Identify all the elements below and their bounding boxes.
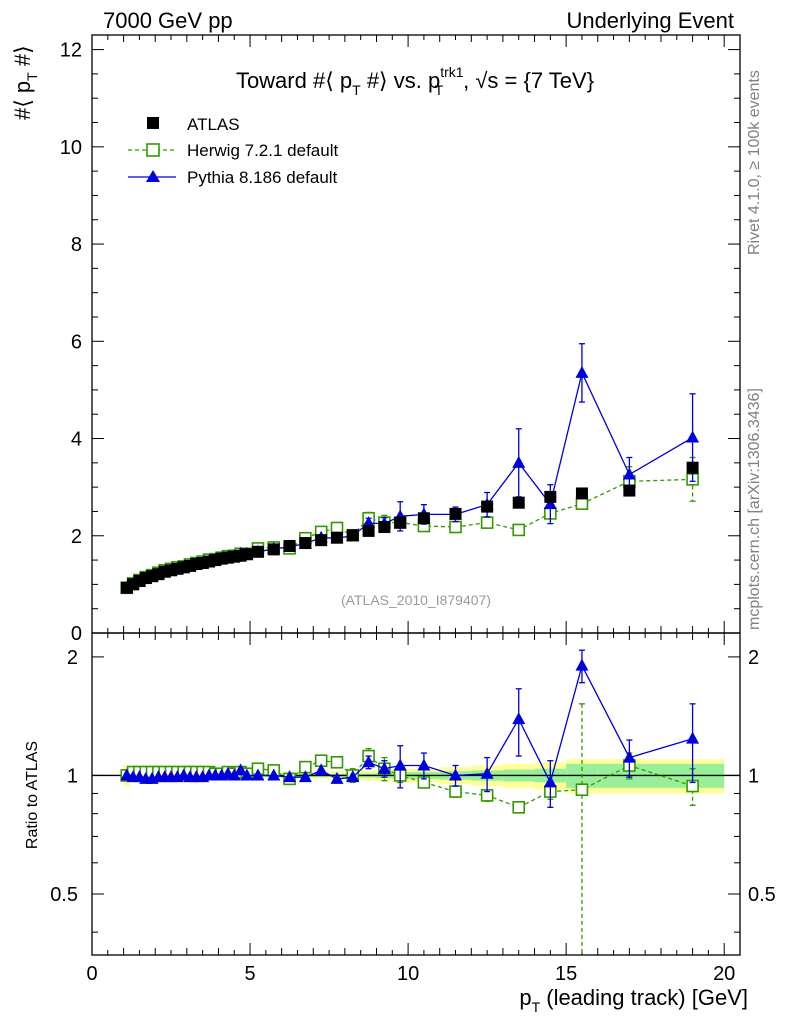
main-atlas-point — [378, 521, 391, 534]
y-tick-label: 6 — [71, 331, 82, 353]
ratio-pythia-point — [267, 768, 281, 781]
y-tick-label: 10 — [60, 137, 82, 159]
legend-marker-herwig — [146, 143, 160, 157]
main-pythia-point — [543, 497, 557, 510]
ratio-y-tick-label-right: 2 — [748, 647, 759, 669]
main-pythia-point — [575, 365, 589, 378]
ratio-pythia-point — [449, 768, 463, 781]
main-atlas-point — [346, 529, 359, 542]
main-atlas-point — [623, 484, 636, 497]
legend-label-herwig: Herwig 7.2.1 default — [187, 141, 338, 160]
main-atlas-point — [417, 512, 430, 525]
ratio-pythia-point — [480, 766, 494, 779]
main-atlas-point — [120, 581, 133, 594]
x-tick-label: 0 — [86, 963, 97, 985]
ratio-pythia-point — [622, 750, 636, 763]
main-atlas-point — [299, 537, 312, 550]
ratio-pythia-point — [330, 771, 344, 784]
ratio-herwig-point — [575, 783, 589, 797]
main-atlas-point — [283, 539, 296, 552]
ratio-y-axis-label: Ratio to ATLAS — [24, 741, 41, 849]
ratio-pythia-point — [298, 770, 312, 783]
ratio-pythia-point — [251, 768, 265, 781]
main-panel: 0 2 4 6 8 10 12 Toward #⟨ pT #⟩ vs. ptrk1 T, √s… — [10, 34, 741, 645]
main-pythia-point — [686, 430, 700, 443]
ratio-pythia-point — [283, 770, 297, 783]
main-atlas-point — [362, 524, 375, 537]
main-atlas-point — [330, 531, 343, 544]
ratio-panel: 0.5 0.51 12 20 5 10 15 20 Ratio to ATLAS pT (le… — [24, 632, 776, 1015]
main-herwig-point — [480, 516, 494, 529]
y-tick-label: 0 — [71, 623, 82, 645]
main-herwig-point — [575, 497, 589, 510]
ratio-pythia-point — [314, 763, 328, 776]
x-tick-label: 20 — [713, 963, 735, 985]
main-atlas-point — [544, 490, 557, 503]
x-tick-label: 5 — [244, 963, 255, 985]
ratio-pythia-point — [240, 768, 254, 781]
ratio-pythia-point — [543, 775, 557, 788]
ratio-pythia-point — [686, 731, 700, 744]
main-pythia-point — [622, 467, 636, 480]
ratio-y-tick-label-right: 1 — [748, 765, 759, 787]
main-series-layer — [120, 343, 700, 595]
ratio-series-layer — [120, 649, 700, 955]
y-tick-label: 2 — [71, 526, 82, 548]
main-atlas-point — [315, 534, 328, 547]
y-tick-label: 4 — [71, 429, 82, 451]
ratio-pythia-point — [512, 712, 526, 725]
ratio-herwig-point — [330, 755, 344, 769]
main-atlas-point — [481, 500, 494, 513]
legend-marker-pythia — [146, 170, 160, 182]
legend-label-atlas: ATLAS — [187, 115, 240, 134]
ratio-pythia-point — [227, 768, 241, 781]
main-herwig-line — [126, 478, 693, 589]
x-tick-label: 10 — [397, 963, 419, 985]
ratio-pythia-point — [393, 758, 407, 771]
ratio-y-tick-label: 1 — [67, 765, 78, 787]
ratio-pythia-point — [575, 658, 589, 671]
ratio-pythia-point — [417, 758, 431, 771]
main-herwig-point — [449, 520, 462, 534]
y-tick-label: 8 — [71, 234, 82, 256]
main-atlas-point — [512, 496, 525, 509]
ratio-plot-frame — [91, 632, 741, 956]
main-atlas-point — [686, 461, 699, 474]
legend-label-pythia: Pythia 8.186 default — [187, 168, 338, 187]
main-atlas-point — [240, 548, 253, 561]
main-atlas-point — [394, 516, 407, 529]
legend-marker-atlas — [147, 117, 159, 129]
main-chart-title: Toward #⟨ pT #⟩ vs. ptrk1 T, √s = {7 TeV} — [236, 64, 594, 98]
ratio-herwig-point — [449, 785, 462, 798]
main-y-axis-label: #⟨ pT #⟩ — [10, 45, 40, 120]
ratio-y-tick-label: 0.5 — [50, 884, 78, 906]
ratio-pythia-point — [377, 761, 391, 774]
ratio-pythia-point — [346, 770, 360, 783]
x-axis-label: pT (leading track) [GeV] — [519, 985, 748, 1015]
analysis-watermark: (ATLAS_2010_I879407) — [341, 592, 491, 608]
ratio-axis-ticks: 0.5 0.51 12 20 5 10 15 20 — [50, 633, 776, 985]
x-tick-label: 15 — [555, 963, 577, 985]
main-atlas-point — [267, 543, 280, 556]
header-analysis-type: Underlying Event — [566, 8, 734, 33]
main-atlas-point — [575, 487, 588, 500]
legend: ATLAS Herwig 7.2.1 default Pythia 8.186 … — [128, 115, 338, 187]
y-tick-label: 12 — [60, 40, 82, 62]
ratio-herwig-point — [512, 801, 526, 814]
header-process: 7000 GeV pp — [103, 8, 233, 33]
ratio-pythia-point — [234, 763, 248, 776]
main-pythia-point — [512, 455, 526, 468]
ratio-y-tick-label-right: 0.5 — [748, 884, 776, 906]
main-herwig-point — [512, 523, 526, 537]
main-atlas-point — [251, 545, 264, 558]
main-axis-ticks: 0 2 4 6 8 10 12 — [60, 35, 740, 645]
ratio-pythia-point — [362, 755, 376, 768]
ratio-y-tick-label: 2 — [67, 647, 78, 669]
main-atlas-point — [449, 507, 462, 520]
